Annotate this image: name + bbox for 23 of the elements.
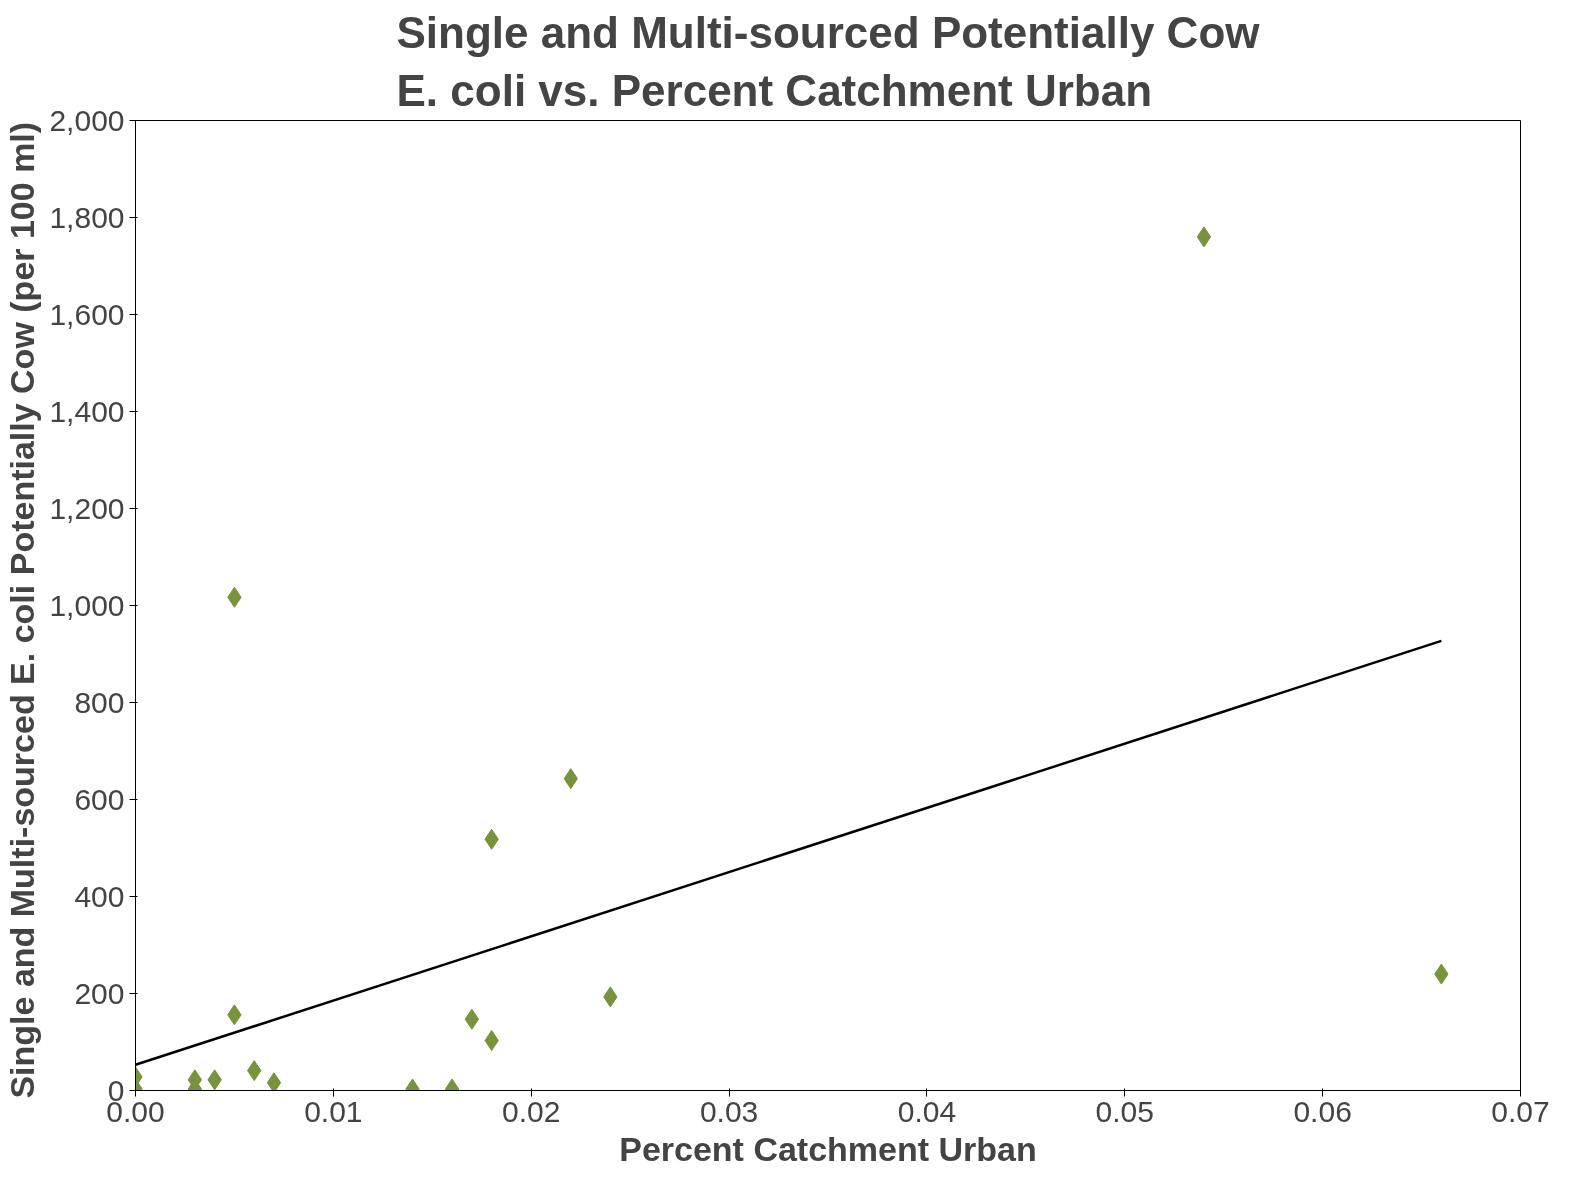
y-tick-label: 1,000 — [49, 588, 125, 622]
y-tick-label: 1,200 — [49, 491, 125, 525]
chart-title: Single and Multi-sourced Potentially Cow E. coli vs. Percent Catchment Urban — [396, 7, 1261, 116]
y-tick-label: 1,800 — [49, 200, 125, 234]
y-tick-label: 800 — [74, 685, 125, 719]
y-tick-label: 1,400 — [49, 394, 125, 428]
x-axis-title: Percent Catchment Urban — [619, 1129, 1037, 1168]
x-tick-label: 0.03 — [699, 1094, 759, 1128]
y-tick-label: 2,000 — [49, 103, 125, 137]
x-tick-label: 0.05 — [1095, 1094, 1154, 1128]
x-tick-label: 0.01 — [304, 1094, 363, 1128]
point — [464, 1008, 480, 1030]
point — [266, 1072, 282, 1091]
point — [1196, 226, 1212, 248]
x-tick-label: 0.06 — [1293, 1094, 1352, 1128]
x-tick-label: 0.04 — [897, 1094, 957, 1128]
y-tick-label: 600 — [74, 782, 125, 816]
x-tick-label: 0.02 — [502, 1094, 561, 1128]
y-tick-label: 400 — [74, 879, 125, 913]
x-tick-label: 0.07 — [1491, 1094, 1550, 1128]
y-axis-title: Single and Multi-sourced E. coli Potentially Cow (per 100 ml) — [3, 121, 42, 1099]
y-tick-label: 200 — [74, 976, 125, 1010]
y-tick-label: 1,600 — [49, 297, 125, 331]
